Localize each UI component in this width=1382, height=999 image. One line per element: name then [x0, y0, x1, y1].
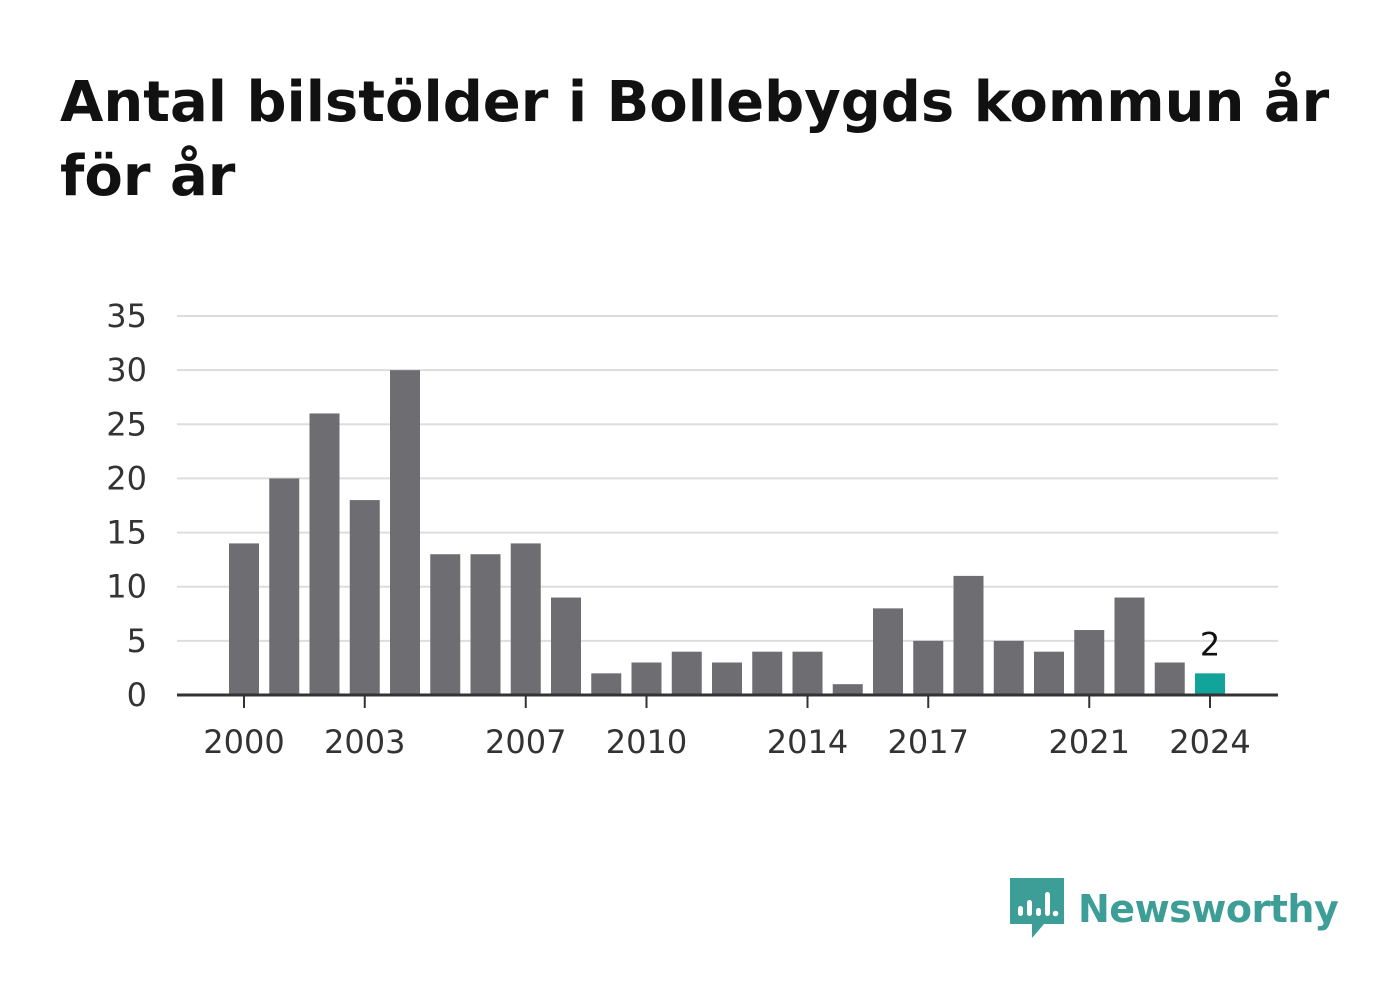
newsworthy-logo-icon [1010, 878, 1064, 938]
bar-2008 [551, 597, 581, 695]
bar-2009 [591, 673, 622, 695]
bar-2015 [832, 684, 863, 695]
bar-2012 [712, 662, 742, 695]
x-tick-label: 2017 [888, 723, 969, 761]
gridlines [177, 315, 1278, 642]
bar-2006 [470, 554, 501, 695]
y-tick-label: 5 [127, 622, 147, 660]
bar-2010 [631, 662, 662, 695]
x-tick-label: 2007 [485, 723, 566, 761]
bar-2019 [993, 640, 1024, 695]
y-tick-label: 30 [106, 351, 147, 389]
bar-2021 [1074, 630, 1105, 695]
y-axis-ticks: 0 5 10 15 20 25 30 35 [106, 297, 147, 714]
brand-logo: Newsworthy [1010, 878, 1339, 940]
x-tick-label: 2024 [1169, 723, 1250, 761]
bar-2003 [349, 500, 380, 695]
x-tick-label: 2003 [324, 723, 405, 761]
y-tick-label: 20 [106, 459, 147, 497]
bar-2000 [229, 543, 259, 695]
bar-2018 [953, 575, 984, 695]
bar-2007 [510, 543, 541, 695]
x-tick-label: 2000 [203, 723, 284, 761]
bar-2002 [309, 413, 340, 695]
bar-2024 [1195, 673, 1225, 695]
bar-2023 [1154, 662, 1185, 695]
x-tick-label: 2014 [767, 723, 848, 761]
y-tick-label: 15 [106, 514, 147, 552]
bar-2022 [1114, 597, 1145, 695]
bar-2013 [752, 651, 783, 695]
bars [229, 370, 1225, 695]
y-tick-label: 25 [106, 405, 147, 443]
data-label-2024: 2 [1200, 625, 1220, 663]
bar-2011 [671, 651, 702, 695]
y-tick-label: 35 [106, 297, 147, 335]
chart-title: Antal bilstölder i Bollebygds kommun år … [60, 70, 1330, 209]
bar-2001 [269, 478, 300, 695]
bar-2017 [913, 640, 944, 695]
bar-2020 [1034, 651, 1064, 695]
bar-2005 [430, 554, 461, 695]
y-tick-label: 0 [127, 676, 147, 714]
data-labels: 2 [1200, 625, 1220, 663]
brand-name: Newsworthy [1078, 887, 1339, 931]
bar-2016 [873, 608, 903, 695]
x-tick-label: 2021 [1049, 723, 1130, 761]
x-tick-label: 2010 [606, 723, 687, 761]
x-axis-ticks: 2000 2003 2007 2010 2014 2017 2021 2024 [203, 695, 1251, 761]
bar-2014 [792, 651, 823, 695]
bar-2004 [390, 370, 420, 695]
y-tick-label: 10 [106, 568, 147, 606]
